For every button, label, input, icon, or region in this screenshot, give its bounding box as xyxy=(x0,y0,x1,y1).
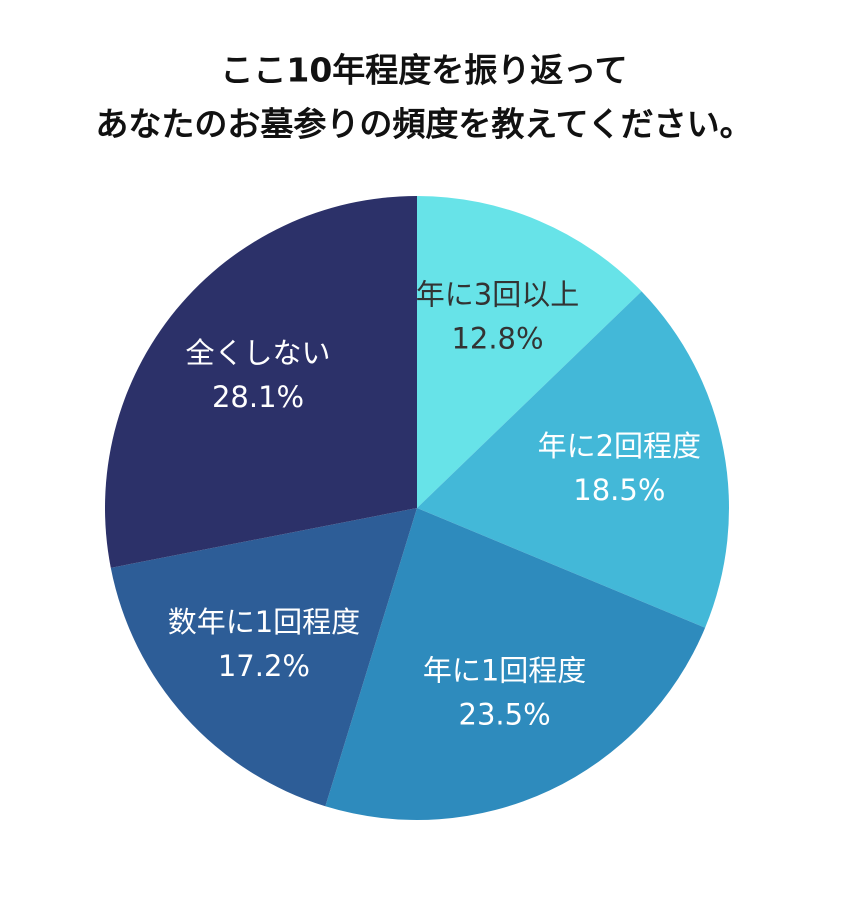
slice-label: 年に3回以上 xyxy=(416,277,579,311)
pie-slice xyxy=(325,508,706,820)
pie-slice xyxy=(104,196,417,568)
slice-label: 年に2回程度 xyxy=(538,429,701,463)
value-label: 28.1% xyxy=(212,380,304,414)
slice-label: 数年に1回程度 xyxy=(168,605,360,639)
slice-label: 全くしない xyxy=(186,336,331,370)
pie-slice xyxy=(417,291,729,628)
value-label: 17.2% xyxy=(218,649,310,683)
slice-label: 年に1回程度 xyxy=(423,653,586,687)
value-label: 23.5% xyxy=(459,697,551,731)
pie-slice xyxy=(417,196,642,508)
pie-slice xyxy=(110,508,417,807)
chart-title: あなたのお墓参りの頻度を教えてください。 xyxy=(95,105,752,144)
chart-title: ここ10年程度を振り返って xyxy=(220,51,627,90)
value-label: 18.5% xyxy=(573,473,665,507)
value-label: 12.8% xyxy=(451,321,543,355)
